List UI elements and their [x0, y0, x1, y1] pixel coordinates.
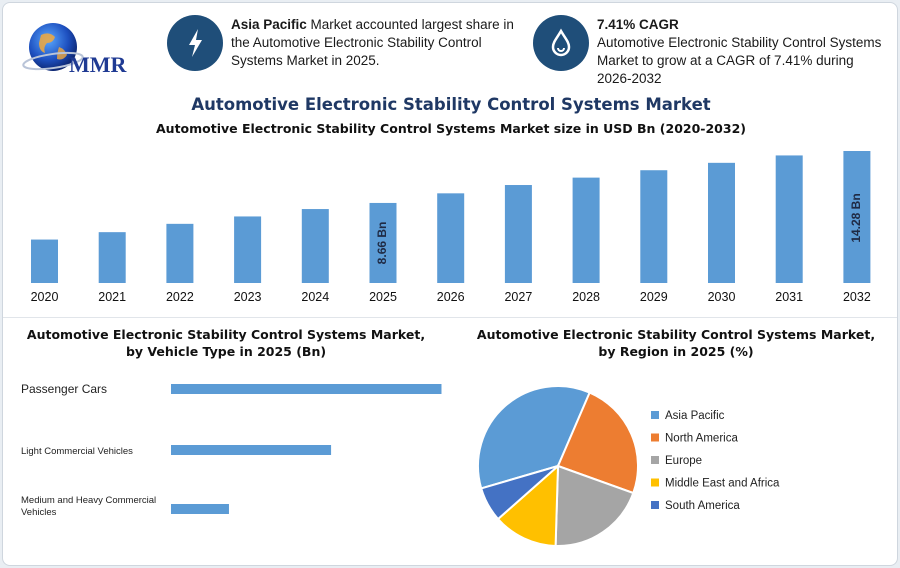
kpi-cagr-text: 7.41% CAGR Automotive Electronic Stabili… — [597, 16, 887, 88]
column-chart-title: Automotive Electronic Stability Control … — [156, 121, 746, 136]
x-tick-label-2030: 2030 — [708, 290, 736, 304]
main-title: Automotive Electronic Stability Control … — [191, 95, 711, 114]
vehicle-type-bar-chart: Passenger Cars Light Commercial Vehicles M… — [21, 382, 442, 518]
x-tick-label-2022: 2022 — [166, 290, 194, 304]
vehicle-type-chart-title: Automotive Electronic Stability Control … — [26, 327, 426, 359]
bar-2032 — [843, 151, 871, 283]
x-tick-label-2031: 2031 — [775, 290, 803, 304]
bar-2028 — [572, 177, 600, 283]
growth-drop-icon — [533, 15, 589, 71]
x-tick-label-2023: 2023 — [234, 290, 262, 304]
mmr-logo: MMR — [22, 23, 128, 77]
hbar-label-light-commercial-vehicles: Light Commercial Vehicles — [21, 446, 133, 457]
x-tick-label-2025: 2025 — [369, 290, 397, 304]
kpi-asia-pacific-bold: Asia Pacific — [231, 17, 307, 32]
bar-2026 — [437, 193, 465, 283]
bar-2029 — [640, 170, 668, 283]
lightning-bolt-icon — [167, 15, 223, 71]
bar-2024 — [301, 209, 329, 283]
kpi-asia-pacific-text: Asia Pacific Market accounted largest sh… — [231, 16, 526, 70]
x-tick-label-2020: 2020 — [31, 290, 59, 304]
x-tick-label-2026: 2026 — [437, 290, 465, 304]
bar-2023 — [234, 216, 262, 283]
hbar-label-medium-and-heavy-commercial-vehicles: Medium and Heavy Commercial Vehicles — [21, 495, 156, 518]
hbar-light-commercial-vehicles — [171, 445, 332, 455]
bar-2021 — [98, 232, 126, 283]
market-size-column-chart: 2020 2021 2022 2023 2024 2025 8.66 Bn 2026 2027 2… — [31, 151, 871, 304]
data-label-2025: 8.66 Bn — [375, 222, 389, 265]
hbar-passenger-cars — [171, 384, 442, 394]
hbar-medium-and-heavy-commercial-vehicles — [171, 504, 229, 514]
bar-2031 — [775, 155, 803, 283]
bar-2025 — [369, 202, 397, 283]
x-tick-label-2027: 2027 — [504, 290, 532, 304]
x-tick-label-2021: 2021 — [98, 290, 126, 304]
x-tick-label-2028: 2028 — [572, 290, 600, 304]
x-tick-label-2032: 2032 — [843, 290, 871, 304]
kpi-cagr-bold: 7.41% CAGR — [597, 17, 679, 32]
bar-2020 — [31, 239, 58, 283]
bar-2022 — [166, 223, 194, 283]
region-chart-title: Automotive Electronic Stability Control … — [476, 327, 876, 359]
kpi-cagr-body: Automotive Electronic Stability Control … — [597, 35, 882, 86]
data-label-2032: 14.28 Bn — [849, 193, 863, 242]
bar-2030 — [708, 162, 735, 283]
x-tick-label-2029: 2029 — [640, 290, 668, 304]
bar-2027 — [504, 185, 532, 283]
kpi-asia-pacific-body: Market accounted largest share in the Au… — [231, 17, 514, 68]
hbar-label-passenger-cars: Passenger Cars — [21, 382, 107, 396]
logo-text: MMR — [69, 52, 128, 77]
section-divider — [3, 317, 897, 318]
x-tick-label-2024: 2024 — [301, 290, 329, 304]
